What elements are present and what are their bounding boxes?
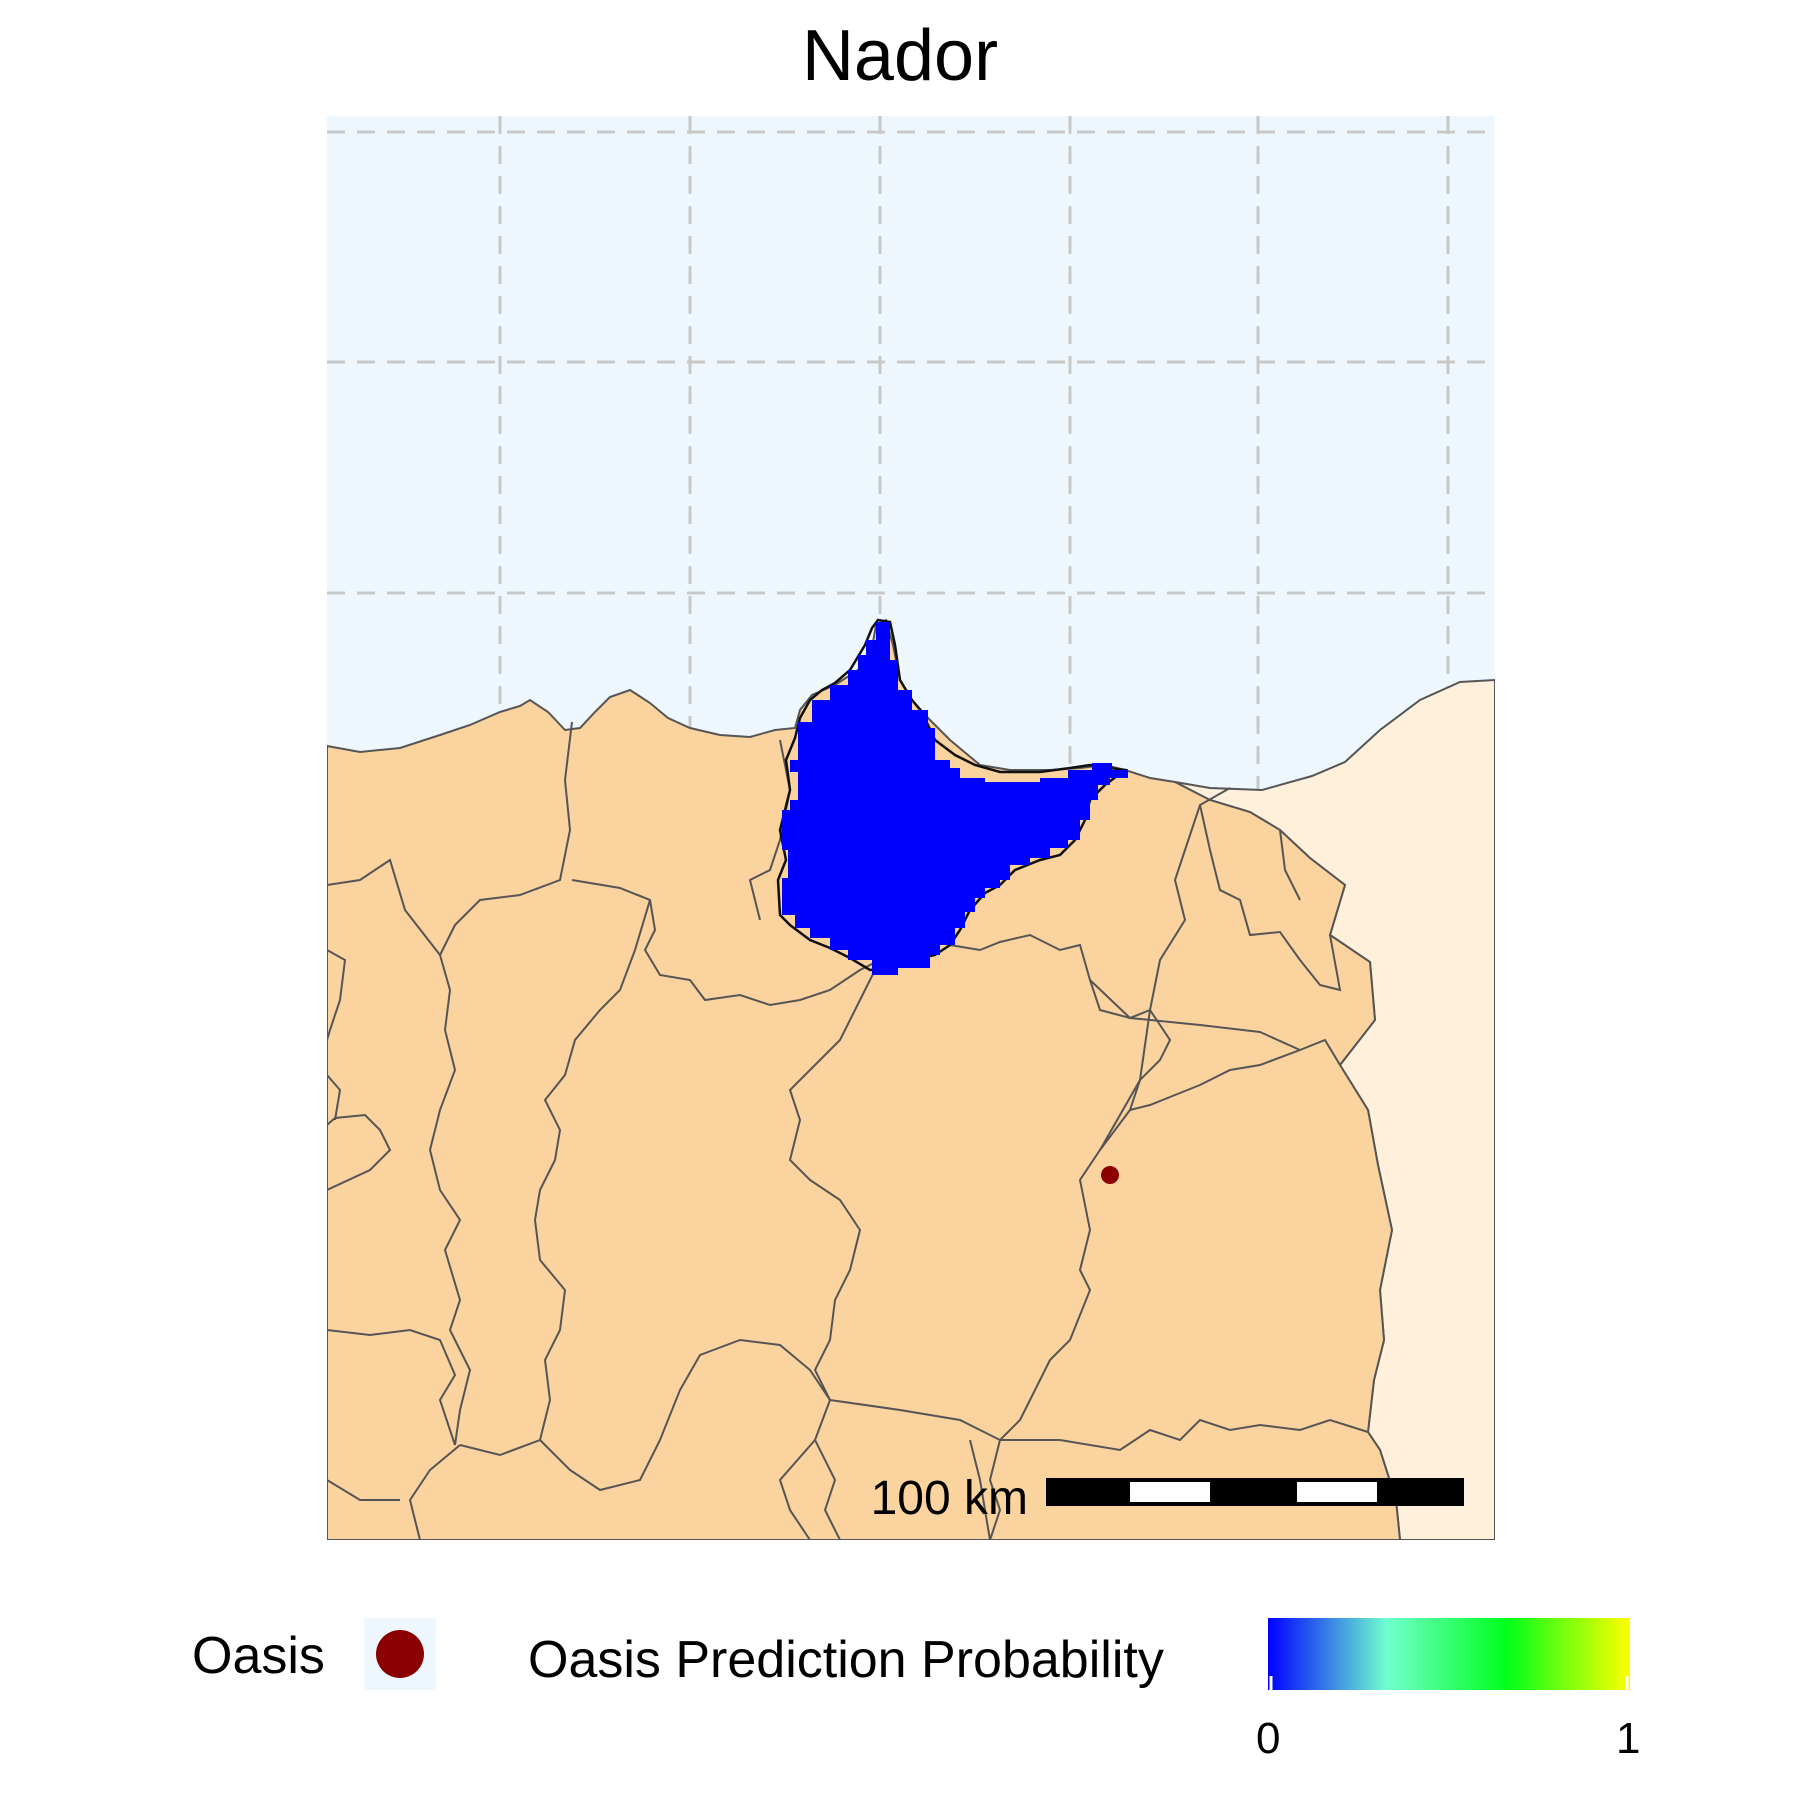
oasis-point [1101,1166,1119,1184]
probability-legend-label: Oasis Prediction Probability [528,1631,1164,1689]
colorbar-max-label: 1 [1616,1714,1641,1763]
scale-bar-segment [1130,1482,1210,1502]
colorbar-min-label: 0 [1256,1714,1281,1763]
probability-colorbar [1268,1618,1630,1690]
scale-bar-segment [1297,1482,1377,1502]
scale-bar-frame [1046,1478,1464,1506]
map-panel: 100 km [327,116,1495,1540]
oasis-legend-label: Oasis [192,1627,325,1685]
scale-bar-label: 100 km [871,1472,1028,1525]
commune-boundaries [327,721,1369,1540]
oasis-legend-dot [376,1630,424,1678]
map-title: Nador [801,16,999,96]
scale-bar [1046,1478,1464,1506]
prediction-raster [782,622,1128,975]
